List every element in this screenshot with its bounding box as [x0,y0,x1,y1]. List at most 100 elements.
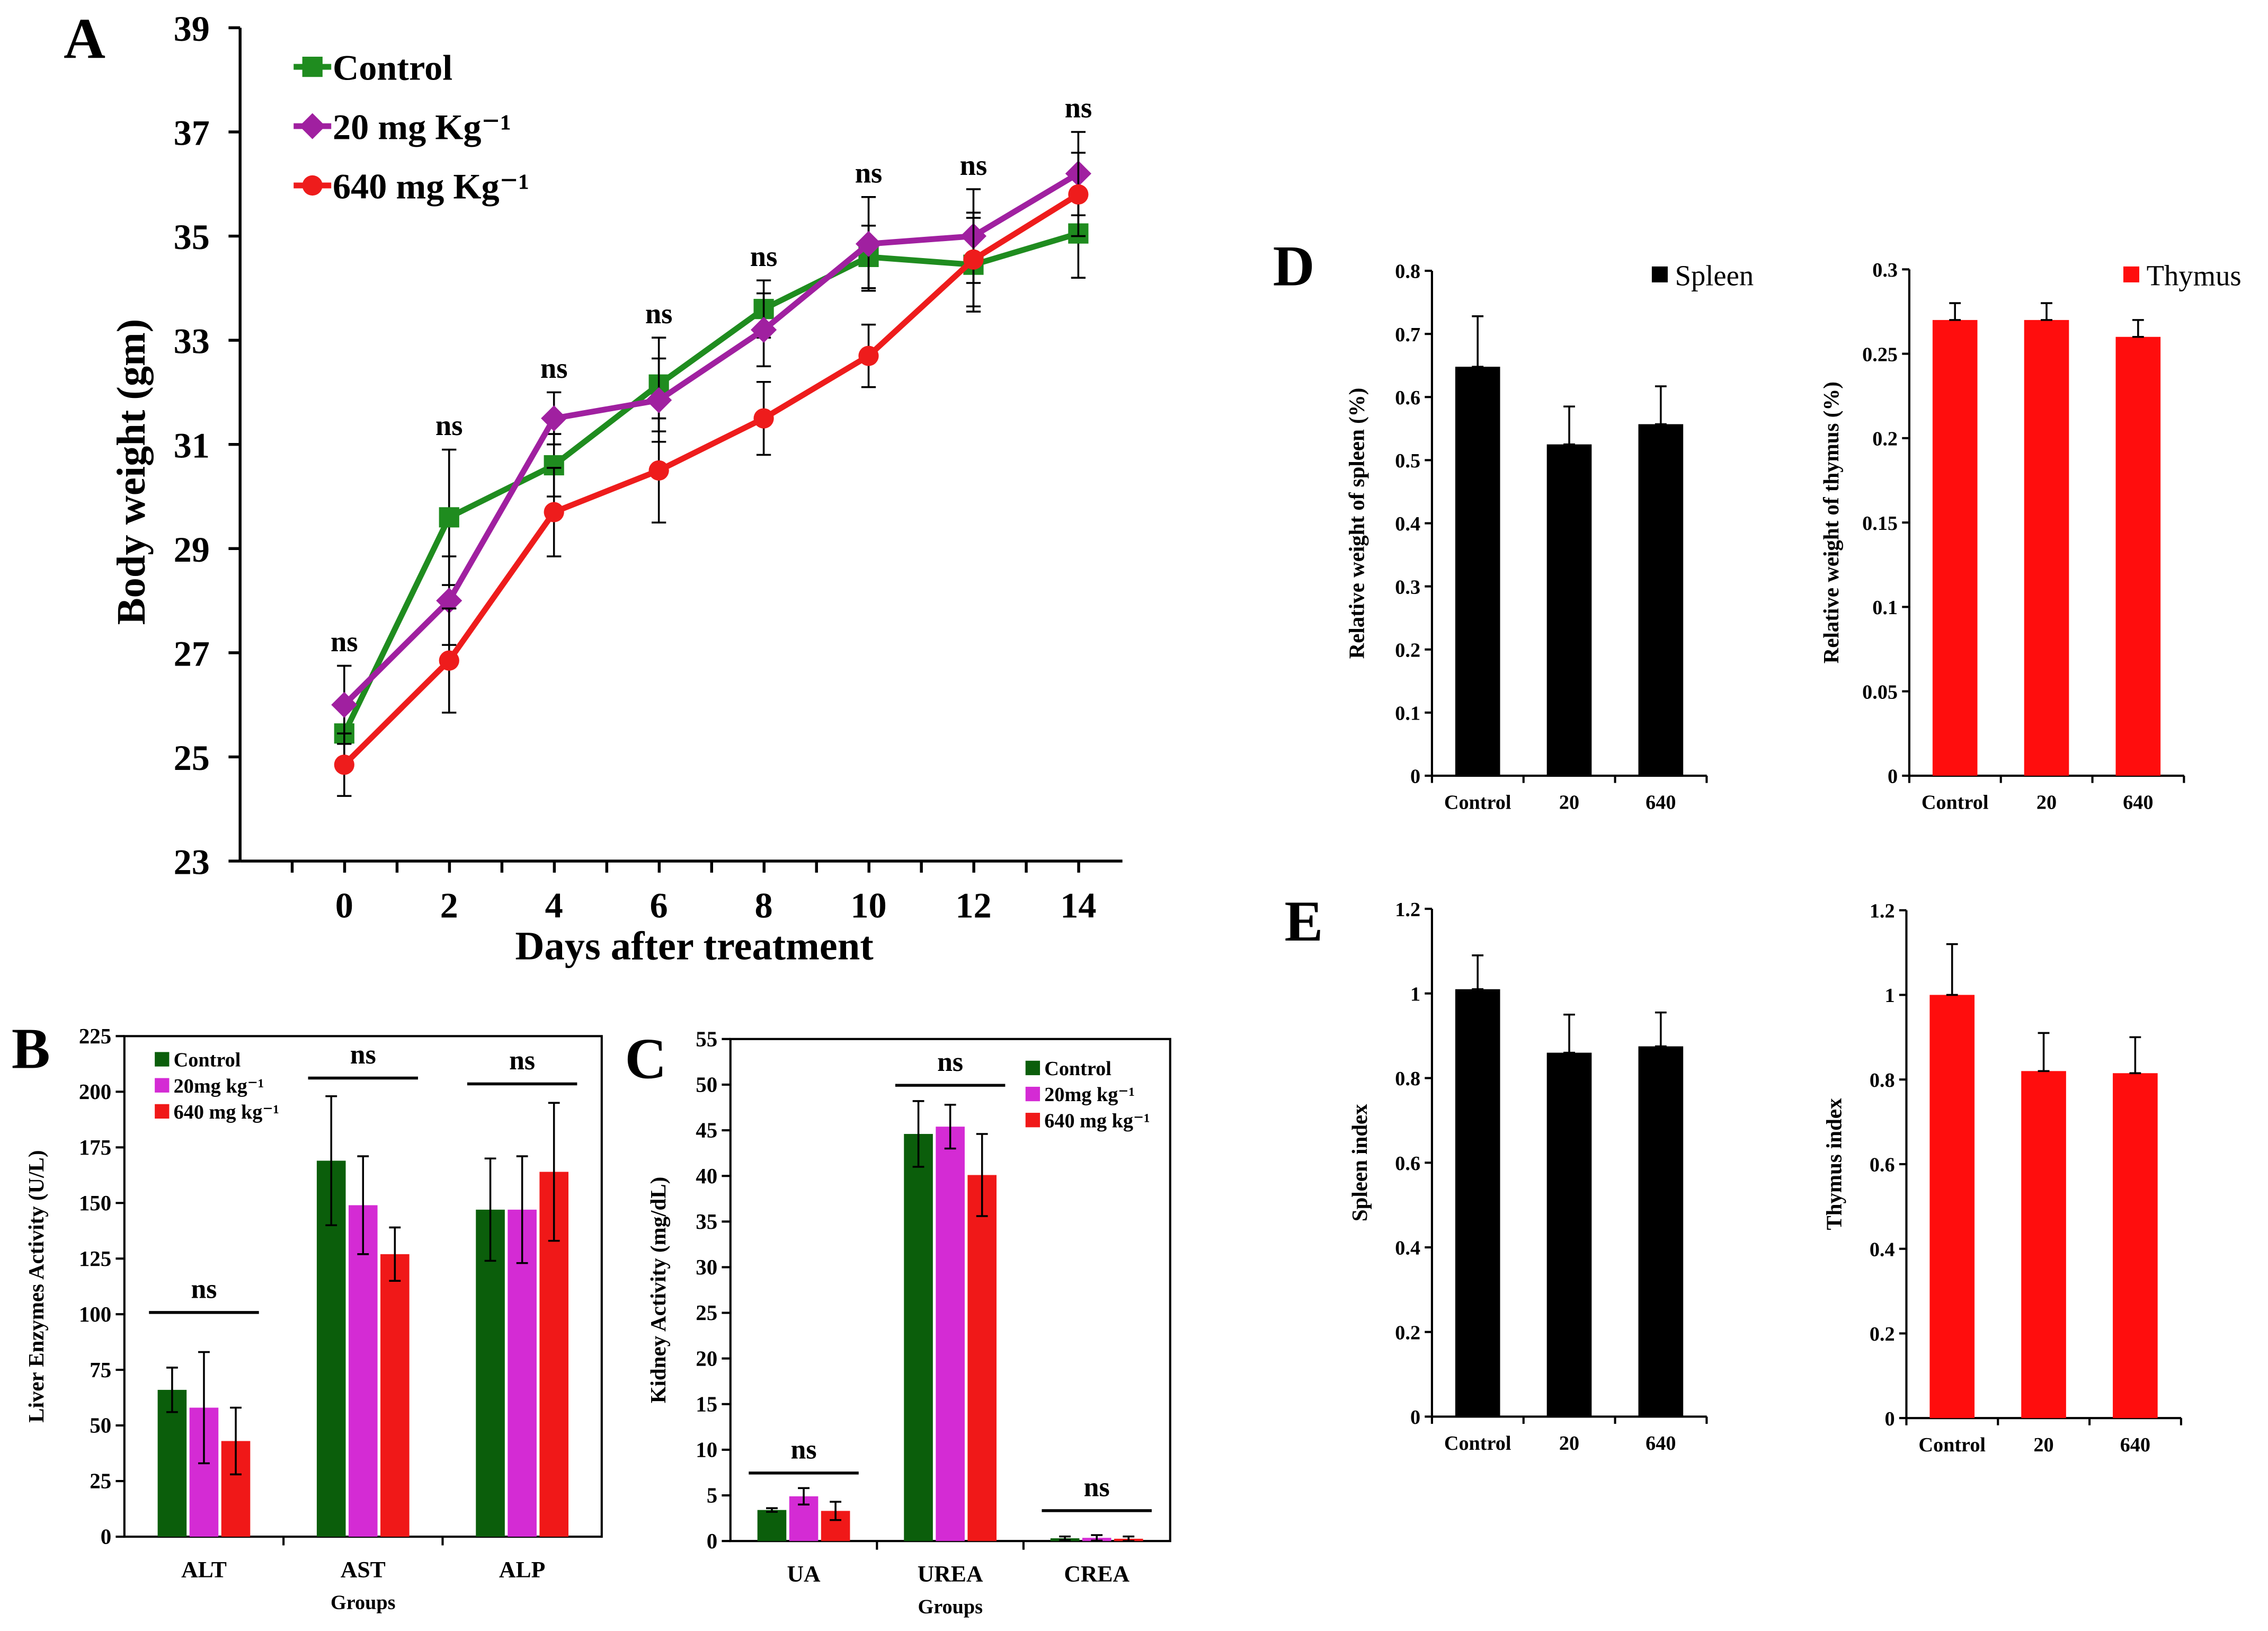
bar-group [1050,1534,1143,1542]
y-tick-label: 5 [707,1484,717,1508]
y-tick-label: 0 [101,1525,111,1549]
category-label: 20 [1559,1432,1579,1455]
error-bar [798,1487,810,1506]
y-tick-label: 0 [1888,766,1898,788]
bar [2024,320,2069,776]
error-bar [912,1100,924,1168]
data-point [648,460,669,481]
panel-letters: A B C D E [12,7,1323,1091]
y-tick-label: 75 [90,1358,111,1382]
y-axis-title: Body weight (gm) [109,319,154,625]
x-axis-title: Groups [918,1596,983,1618]
legend-label: Control [1044,1058,1111,1080]
y-tick-label: 0.05 [1862,681,1898,703]
bar-group [904,1100,997,1541]
legend-label: Control [333,48,452,88]
significance-label: ns [509,1045,535,1076]
category-label: UREA [918,1562,983,1587]
bar [1546,444,1592,776]
error-bar [325,1095,337,1227]
bar [157,1389,187,1537]
panel-letter-e: E [1284,889,1323,953]
y-tick-label: 20 [696,1346,717,1370]
significance-label: ns [960,149,988,181]
data-point [541,405,567,432]
data-point [436,587,463,614]
y-tick-label: 37 [174,113,210,153]
data-point [331,692,358,718]
y-tick-label: 0.2 [1872,428,1898,450]
error-bar [1563,1013,1575,1054]
bar [1638,1046,1684,1417]
bar [1455,989,1500,1417]
error-bar [2129,1036,2141,1075]
y-tick-label: 25 [696,1301,717,1325]
y-tick-label: 0.2 [1395,1322,1420,1344]
significance-label: ns [1084,1473,1110,1503]
y-tick-label: 0 [707,1529,717,1553]
y-axis-title: Kidney Activity (mg/dL) [646,1177,670,1404]
error-bar [1091,1534,1103,1542]
panel-a-line-chart: 23 25 27 29 31 33 35 37 39 0 2 4 6 8 10 12 14 Days after … [109,8,1123,969]
y-tick-label: 0.15 [1862,512,1898,535]
category-label: Control [1444,792,1511,814]
significance-label: ns [435,409,463,441]
error-bar [357,1155,369,1255]
y-tick-label: 150 [79,1191,111,1215]
x-tick-label: 0 [335,885,353,925]
category-label: UA [787,1562,821,1587]
y-tick-label: 33 [174,321,210,361]
legend-swatch [1025,1086,1040,1102]
category-label: 640 [2123,792,2153,814]
panel-e-thymus-index-chart: 0 0.2 0.4 0.6 0.8 1 1.2 Control 20 640 Thymus inde… [1822,900,2182,1456]
category-label: 20 [2036,792,2057,814]
significance-label: ns [1065,92,1092,124]
bar [380,1254,410,1537]
error-bar [1949,302,1961,321]
y-tick-label: 0.6 [1870,1154,1895,1176]
category-label: Control [1918,1434,1986,1456]
error-bar [830,1501,842,1521]
y-tick-label: 50 [90,1414,111,1438]
y-tick-label: 0 [1884,1408,1895,1430]
category-label: 640 [1646,1432,1676,1455]
y-tick-label: 0 [1410,1406,1420,1429]
bar [2021,1071,2066,1419]
category-label: Control [1444,1432,1511,1455]
y-tick-label: 0.6 [1395,1153,1420,1175]
y-tick-label: 0.8 [1395,1068,1420,1090]
y-tick-label: 23 [174,842,210,882]
data-point [858,345,879,366]
significance-label: ns [750,240,778,272]
y-axis-title: Spleen index [1348,1104,1372,1221]
error-bar [198,1351,210,1465]
y-tick-label: 27 [174,633,210,673]
error-bar [1472,954,1484,990]
data-point [963,249,984,270]
legend-marker [302,175,323,196]
y-tick-label: 0.4 [1395,513,1420,535]
y-tick-label: 175 [79,1136,111,1159]
error-bar [1472,315,1484,368]
bar [2115,336,2161,776]
error-bar [1655,385,1667,426]
series-line [342,192,1080,767]
legend-swatch [155,1104,170,1119]
legend-swatch [1025,1060,1040,1076]
panel-c-kidney-bar-chart: 0 5 10 15 20 25 30 35 40 45 50 55 UA ns UREA ns CREA ns Gr… [646,1027,1171,1618]
y-axis-title: Relative weight of thymus (%) [1819,382,1843,663]
x-tick-label: 12 [955,885,991,925]
error-bar [976,1133,988,1217]
y-tick-label: 0.2 [1395,639,1420,661]
series-1 [334,188,1089,761]
legend-label: 640 mg kg⁻¹ [174,1101,279,1123]
error-bar [1123,1535,1135,1542]
bar-group [757,1487,850,1541]
legend: Control 20mg kg⁻¹ 640 mg kg⁻¹ [155,1049,279,1123]
y-tick-label: 39 [174,8,210,49]
error-bar [2038,1032,2050,1072]
bar [1546,1052,1592,1417]
data-point [334,755,354,775]
y-tick-label: 0.3 [1872,259,1898,281]
